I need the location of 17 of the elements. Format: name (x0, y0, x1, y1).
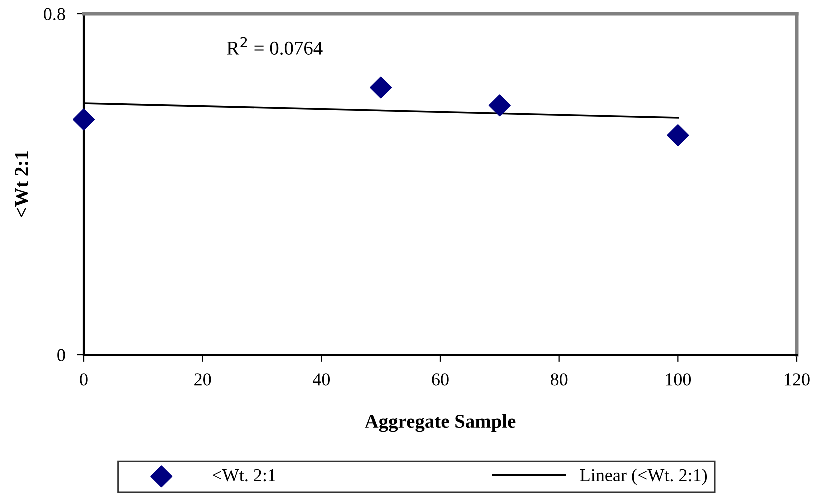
point (73, 108, 95, 131)
y-axis-title: <Wt 2:1 (15, 152, 28, 218)
x-tick-label: 0 (80, 374, 88, 386)
x-tick-label: 100 (666, 374, 692, 386)
point (488, 94, 511, 117)
x-tick-label: 20 (194, 374, 212, 386)
legend-label: Linear (<Wt. 2:1) (580, 468, 708, 486)
point (370, 76, 392, 99)
x-tick-label: 80 (550, 374, 568, 386)
x-tick-label: 40 (312, 374, 330, 386)
annotation: R$^{2}$ = 0.0764 (227, 37, 323, 56)
legend-label: <Wt. 2:1 (213, 469, 276, 482)
point (667, 124, 690, 146)
x-tick-label: 60 (432, 374, 449, 386)
y-tick-label: 0.8 (44, 8, 66, 21)
x-axis-title: Aggregate Sample (364, 414, 516, 432)
x-tick-label: 120 (785, 374, 810, 386)
